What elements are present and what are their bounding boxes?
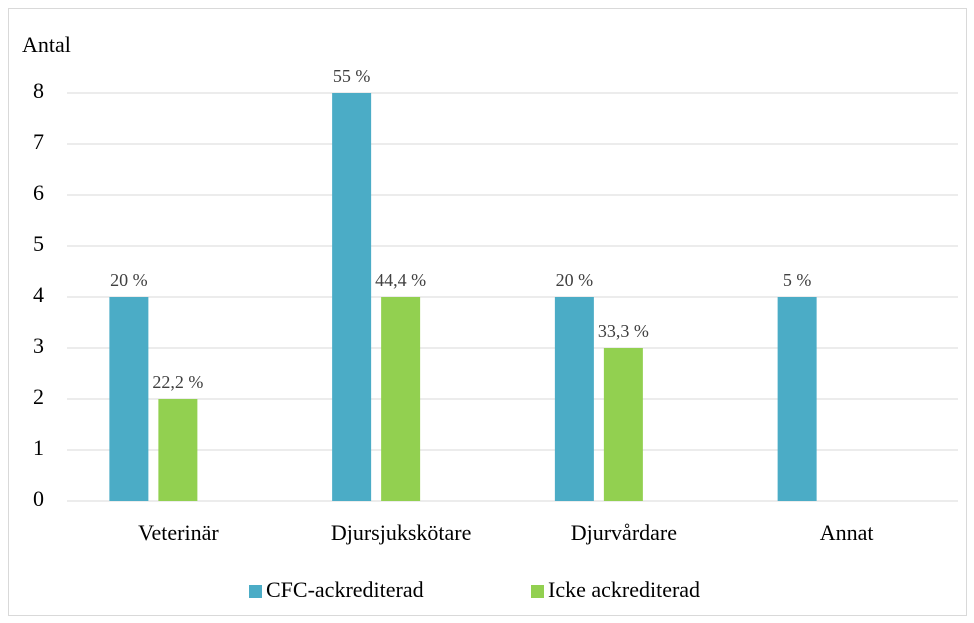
legend-label: CFC-ackrediterad (266, 577, 424, 602)
data-label: 20 % (110, 270, 148, 290)
x-tick-label: Djursjuksköta​re (331, 520, 472, 545)
bar (381, 297, 421, 501)
bar (777, 297, 817, 501)
data-label: 33,3 % (598, 321, 649, 341)
y-tick-label: 6 (33, 180, 44, 205)
x-tick-label: Annat (820, 520, 874, 545)
data-label: 22,2 % (152, 372, 203, 392)
bar (603, 348, 643, 501)
x-tick-label: Veterinär (138, 520, 219, 545)
y-tick-label: 2 (33, 384, 44, 409)
data-label: 55 % (333, 66, 371, 86)
bar (332, 93, 372, 501)
x-tick-label: Djurvårdare (571, 520, 677, 545)
y-tick-label: 5 (33, 231, 44, 256)
y-axis-label: Antal (22, 32, 71, 57)
y-tick-label: 3 (33, 333, 44, 358)
y-tick-label: 7 (33, 129, 44, 154)
y-tick-label: 8 (33, 78, 44, 103)
y-tick-label: 4 (33, 282, 44, 307)
bar (158, 399, 198, 501)
legend-label: Icke ackrediterad (548, 577, 700, 602)
data-label: 44,4 % (375, 270, 426, 290)
bar (109, 297, 149, 501)
legend-swatch (531, 585, 544, 598)
y-tick-label: 1 (33, 435, 44, 460)
legend-swatch (249, 585, 262, 598)
data-label: 5 % (783, 270, 812, 290)
bar (554, 297, 594, 501)
data-label: 20 % (556, 270, 594, 290)
y-tick-label: 0 (33, 486, 44, 511)
